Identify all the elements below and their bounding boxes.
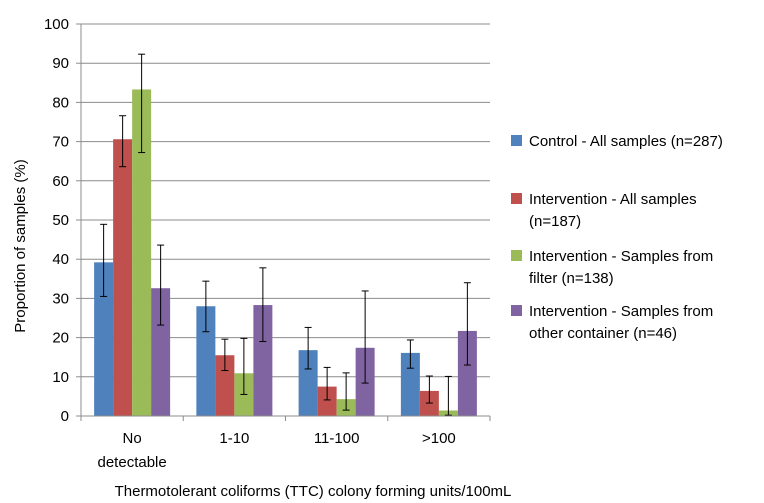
y-axis-tick-labels: 0 10 20 30 40 50 60 70 80 90 100 [44,16,69,425]
error-bars [100,53,471,416]
legend-label: Intervention - Samples from other contain… [529,303,713,342]
bar [196,306,216,416]
y-tick-label: 10 [52,369,69,386]
y-tick-label: 50 [52,212,69,229]
y-tick-label: 60 [52,173,69,190]
y-tick-label: 100 [44,16,69,33]
x-axis-tick-labels: No detectable 1-10 11-100 >100 [98,430,456,471]
x-tick-label: >100 [422,430,456,447]
y-tick-label: 40 [52,251,69,268]
x-axis-title: Thermotolerant coliforms (TTC) colony fo… [115,483,512,500]
legend-label: Intervention - All samples (n=187) [529,191,697,230]
y-axis-title: Proportion of samples (%) [12,159,29,332]
bar [317,386,337,416]
y-tick-label: 20 [52,330,69,347]
bar [253,305,273,416]
bar [298,350,318,416]
bar [457,330,477,416]
axes [76,23,491,421]
bar [215,355,235,416]
bar [94,262,114,416]
legend-swatch [511,193,522,204]
bar [132,89,152,417]
y-tick-label: 80 [52,94,69,111]
y-tick-label: 70 [52,134,69,151]
y-tick-label: 30 [52,290,69,307]
y-tick-label: 0 [61,408,69,425]
bar [400,352,420,416]
bar [151,288,171,416]
legend-swatch [511,250,522,261]
x-tick-label: 11-100 [314,430,360,447]
bar [113,139,133,417]
legend: Control - All samples (n=287) Interventio… [511,133,723,342]
legend-swatch [511,135,522,146]
x-tick-label: No detectable [98,430,167,471]
x-tick-label: 1-10 [219,430,249,447]
legend-swatch [511,305,522,316]
legend-label: Intervention - Samples from filter (n=138… [529,248,713,287]
legend-label: Control - All samples (n=287) [529,133,723,150]
bars [94,89,477,417]
y-tick-label: 90 [52,55,69,72]
